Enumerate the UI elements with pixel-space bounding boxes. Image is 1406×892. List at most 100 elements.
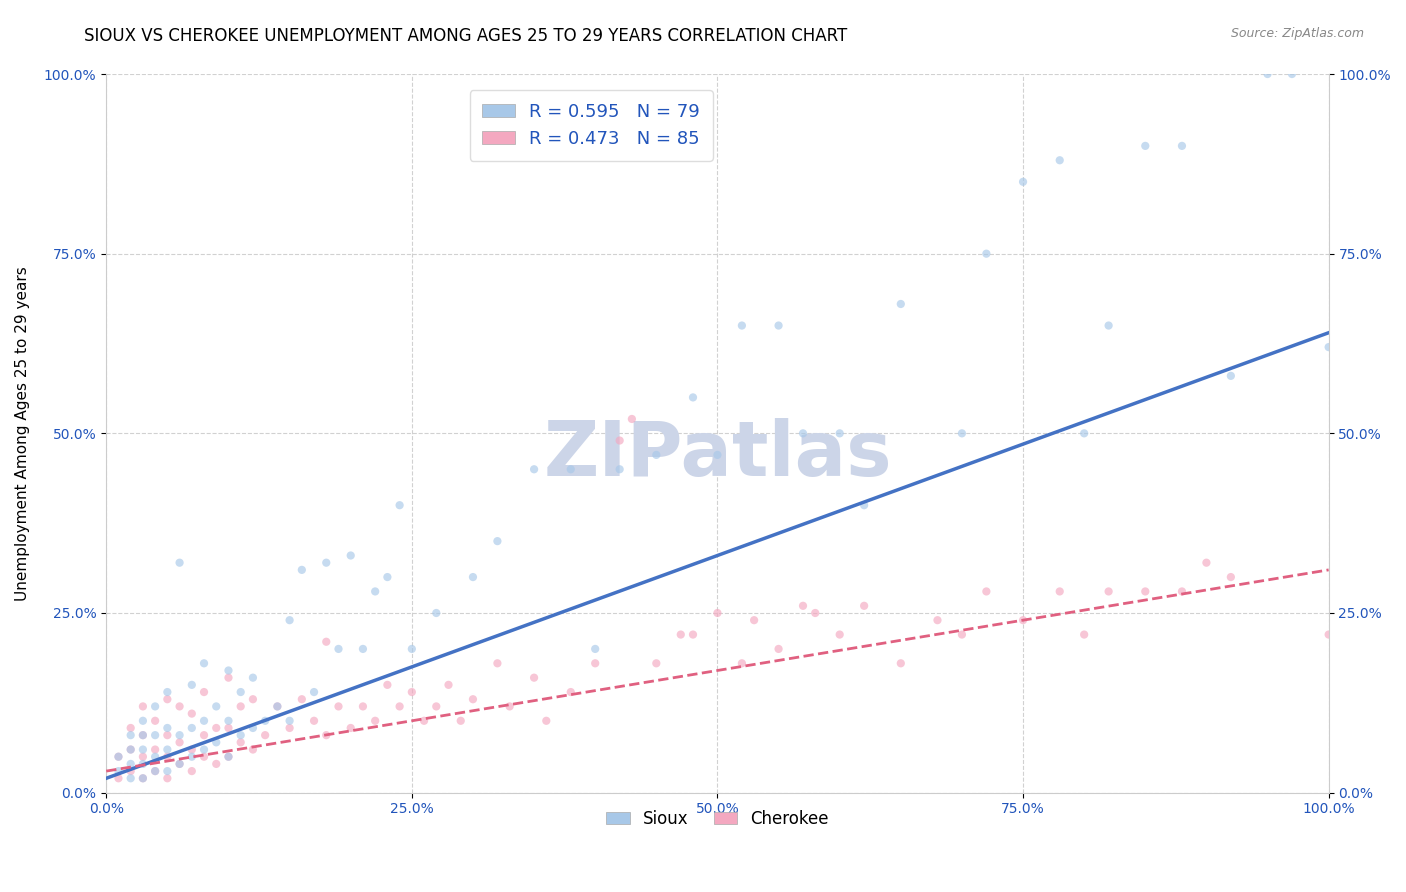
Point [461, 570, 484, 584]
Point [425, 699, 447, 714]
Point [1097, 318, 1119, 333]
Point [486, 657, 509, 671]
Point [107, 772, 129, 786]
Point [315, 728, 337, 742]
Point [377, 678, 399, 692]
Point [645, 657, 668, 671]
Point [706, 448, 728, 462]
Point [498, 699, 520, 714]
Point [156, 772, 179, 786]
Point [609, 462, 631, 476]
Point [339, 549, 361, 563]
Point [193, 714, 215, 728]
Point [156, 749, 179, 764]
Point [278, 721, 301, 735]
Point [742, 613, 765, 627]
Point [242, 671, 264, 685]
Point [1049, 153, 1071, 168]
Point [143, 764, 166, 778]
Point [339, 721, 361, 735]
Point [315, 634, 337, 648]
Point [352, 699, 374, 714]
Point [523, 462, 546, 476]
Point [1317, 340, 1340, 354]
Point [143, 764, 166, 778]
Point [1135, 139, 1157, 153]
Point [229, 735, 252, 749]
Point [364, 584, 387, 599]
Point [120, 721, 142, 735]
Point [1171, 139, 1194, 153]
Point [120, 742, 142, 756]
Point [706, 606, 728, 620]
Point [560, 462, 582, 476]
Point [976, 584, 998, 599]
Point [560, 685, 582, 699]
Point [768, 641, 790, 656]
Point [976, 246, 998, 260]
Point [302, 714, 325, 728]
Point [143, 728, 166, 742]
Point [401, 685, 423, 699]
Point [205, 699, 228, 714]
Point [352, 641, 374, 656]
Text: SIOUX VS CHEROKEE UNEMPLOYMENT AMONG AGES 25 TO 29 YEARS CORRELATION CHART: SIOUX VS CHEROKEE UNEMPLOYMENT AMONG AGE… [84, 27, 848, 45]
Point [950, 426, 973, 441]
Point [682, 627, 704, 641]
Point [486, 534, 509, 549]
Point [193, 685, 215, 699]
Point [328, 641, 350, 656]
Point [278, 613, 301, 627]
Point [828, 627, 851, 641]
Point [620, 412, 643, 426]
Point [425, 606, 447, 620]
Point [645, 448, 668, 462]
Point [291, 692, 314, 706]
Point [132, 756, 155, 771]
Point [1049, 584, 1071, 599]
Point [169, 728, 191, 742]
Point [156, 742, 179, 756]
Point [193, 749, 215, 764]
Point [890, 657, 912, 671]
Point [364, 714, 387, 728]
Point [377, 570, 399, 584]
Legend: Sioux, Cherokee: Sioux, Cherokee [599, 804, 835, 835]
Point [132, 772, 155, 786]
Point [254, 714, 277, 728]
Point [792, 426, 814, 441]
Point [583, 657, 606, 671]
Point [143, 714, 166, 728]
Point [218, 714, 240, 728]
Point [218, 749, 240, 764]
Point [291, 563, 314, 577]
Point [205, 735, 228, 749]
Text: ZIPatlas: ZIPatlas [543, 417, 891, 491]
Point [1012, 613, 1035, 627]
Point [731, 657, 754, 671]
Point [1195, 556, 1218, 570]
Point [156, 728, 179, 742]
Point [218, 749, 240, 764]
Point [120, 742, 142, 756]
Point [120, 728, 142, 742]
Point [169, 735, 191, 749]
Point [768, 318, 790, 333]
Point [132, 772, 155, 786]
Point [242, 721, 264, 735]
Point [682, 391, 704, 405]
Point [156, 764, 179, 778]
Point [107, 749, 129, 764]
Point [266, 699, 288, 714]
Text: Source: ZipAtlas.com: Source: ZipAtlas.com [1230, 27, 1364, 40]
Point [461, 692, 484, 706]
Point [218, 664, 240, 678]
Point [609, 434, 631, 448]
Point [180, 749, 202, 764]
Point [1257, 67, 1279, 81]
Point [132, 728, 155, 742]
Point [205, 721, 228, 735]
Point [950, 627, 973, 641]
Point [156, 721, 179, 735]
Point [731, 318, 754, 333]
